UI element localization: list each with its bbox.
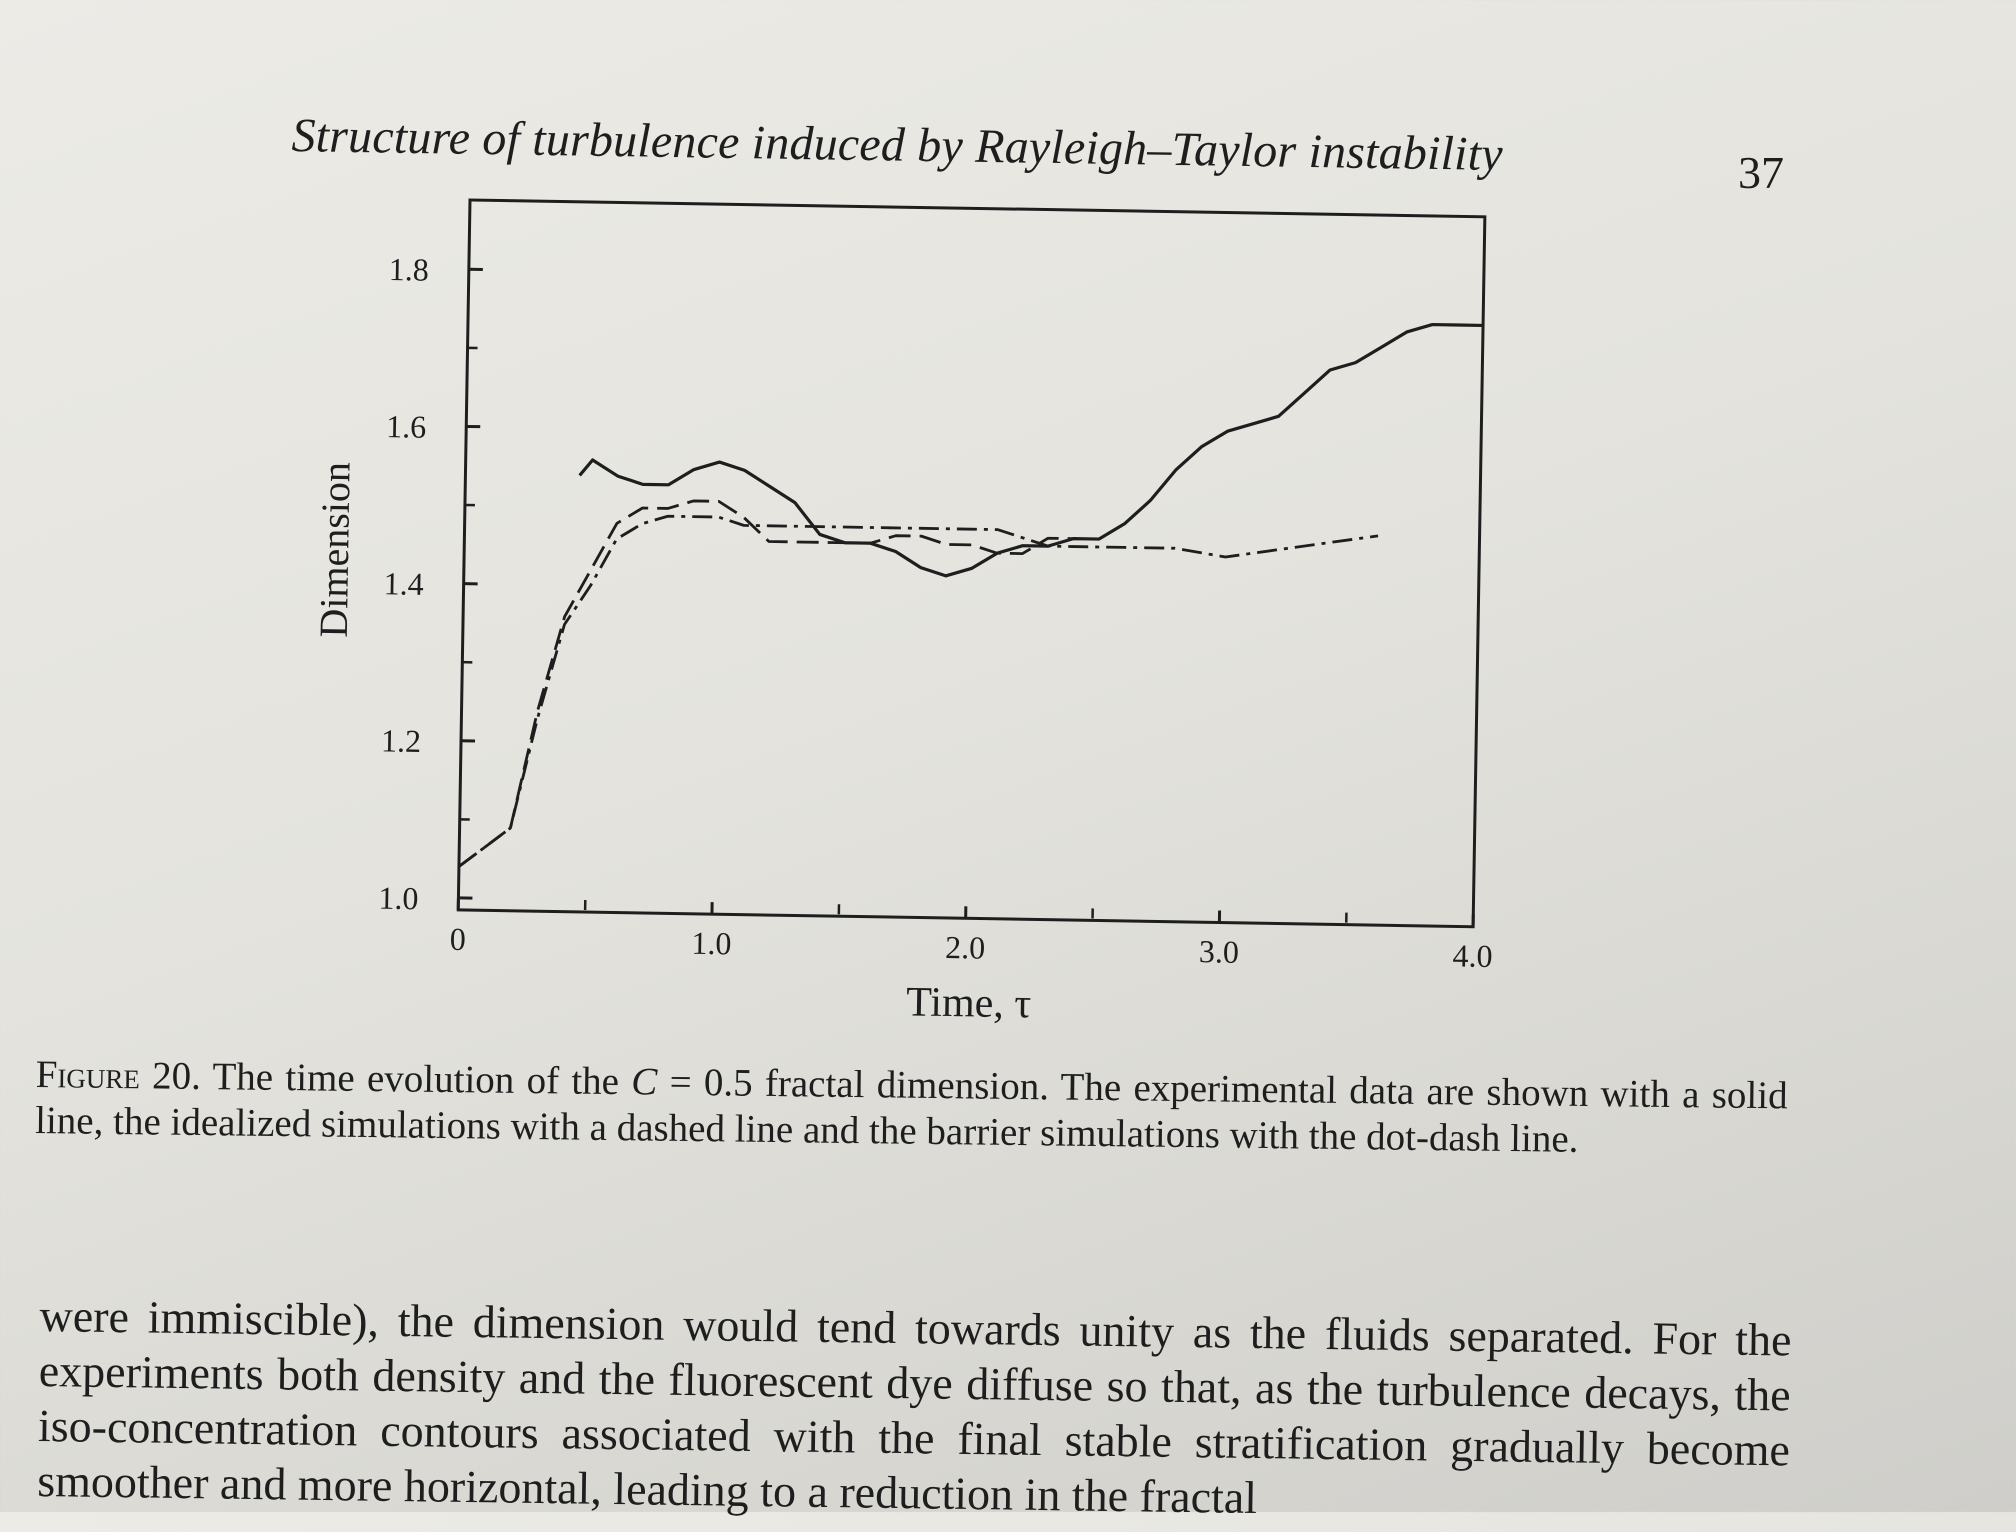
x-tick-label: 4.0 bbox=[1452, 937, 1493, 974]
y-axis-label: Dimension bbox=[311, 462, 359, 638]
x-axis-label: Time, τ bbox=[906, 979, 1032, 1027]
y-tick-label: 1.2 bbox=[381, 722, 422, 759]
caption-text-before: The time evolution of the bbox=[201, 1055, 632, 1103]
figure-20-chart: 1.0 1.2 1.4 1.6 1.8 0 1.0 2.0 3.0 4.0 Time, τ Dim… bbox=[0, 0, 2016, 1040]
body-text: were immiscible), the dimension would te… bbox=[37, 1288, 1792, 1532]
series-line bbox=[459, 497, 1074, 876]
y-tick-label: 1.8 bbox=[389, 251, 430, 288]
series-dot-dash bbox=[459, 513, 1378, 882]
caption-figure-label: Figure 20. bbox=[35, 1053, 201, 1098]
x-tick-label: 3.0 bbox=[1199, 933, 1240, 970]
figure-caption: Figure 20. The time evolution of the C =… bbox=[35, 1052, 1788, 1165]
caption-variable: C bbox=[631, 1060, 658, 1103]
plot-frame bbox=[458, 200, 1485, 927]
y-tick-label: 1.4 bbox=[383, 565, 424, 602]
series-dashed bbox=[459, 497, 1074, 876]
axis-tick-labels: 1.0 1.2 1.4 1.6 1.8 0 1.0 2.0 3.0 4.0 bbox=[377, 251, 1504, 974]
y-tick-label: 1.0 bbox=[378, 880, 419, 917]
y-tick-label: 1.6 bbox=[386, 408, 427, 445]
x-tick-label: 1.0 bbox=[691, 925, 732, 962]
series-solid bbox=[578, 310, 1483, 584]
series-layer bbox=[459, 309, 1483, 884]
x-tick-label: 0 bbox=[449, 921, 466, 957]
series-line bbox=[459, 513, 1378, 882]
x-tick-label: 2.0 bbox=[945, 929, 986, 966]
body-paragraph: were immiscible), the dimension would te… bbox=[37, 1288, 1792, 1532]
axis-ticks bbox=[458, 269, 1483, 926]
series-line bbox=[578, 310, 1483, 584]
